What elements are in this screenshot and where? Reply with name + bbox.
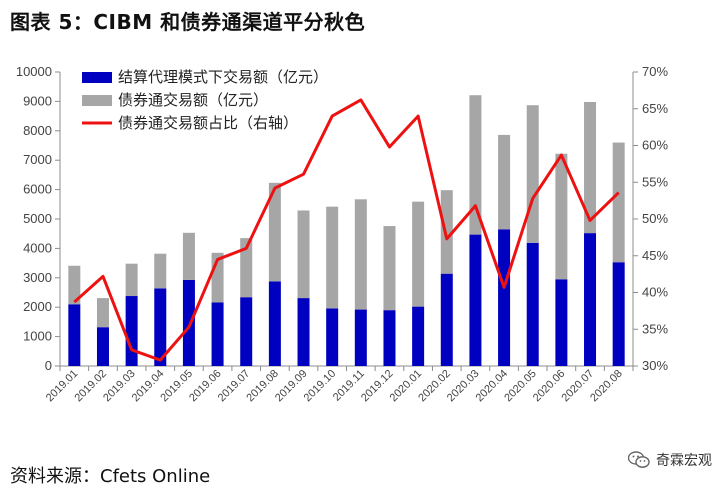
- bar-settlement-agent: [268, 281, 281, 366]
- bar-bond-connect: [383, 226, 396, 311]
- chart-legend: 结算代理模式下交易额（亿元） 债券通交易额（亿元） 债券通交易额占比（右轴）: [82, 68, 328, 132]
- source-note: 资料来源：Cfets Online: [10, 466, 211, 487]
- y-tick-label-left: 5000: [23, 211, 52, 226]
- bar-settlement-agent: [240, 297, 253, 366]
- bar-settlement-agent: [440, 273, 453, 366]
- bar-bond-connect: [125, 263, 138, 297]
- y-tick-label-left: 3000: [23, 270, 52, 285]
- bar-settlement-agent: [154, 288, 167, 366]
- bar-bond-connect: [469, 95, 482, 235]
- bar-bond-connect: [68, 265, 81, 305]
- x-tick-label: 2019.10: [302, 368, 339, 405]
- bar-bond-connect: [354, 199, 367, 310]
- bar-bond-connect: [498, 134, 511, 230]
- bar-settlement-agent: [182, 279, 195, 366]
- y-tick-label-right: 40%: [642, 285, 668, 300]
- bar-settlement-agent: [412, 306, 425, 366]
- y-tick-label-left: 10000: [16, 64, 52, 79]
- bar-settlement-agent: [584, 233, 597, 366]
- y-tick-label-left: 8000: [23, 123, 52, 138]
- y-tick-label-right: 45%: [642, 248, 668, 263]
- bar-settlement-agent: [326, 308, 339, 366]
- bar-settlement-agent: [498, 229, 511, 366]
- bar-bond-connect: [440, 190, 453, 274]
- legend-label: 结算代理模式下交易额（亿元）: [118, 68, 328, 86]
- bar-settlement-agent: [354, 309, 367, 366]
- y-tick-label-right: 65%: [642, 101, 668, 116]
- bar-settlement-agent: [211, 302, 224, 366]
- bar-bond-connect: [555, 153, 568, 280]
- figure-title: 图表 5：CIBM 和债券通渠道平分秋色: [10, 10, 366, 34]
- bar-bond-connect: [412, 201, 425, 307]
- bar-bond-connect: [297, 210, 310, 299]
- y-tick-label-left: 6000: [23, 182, 52, 197]
- brand-watermark: 奇霖宏观: [628, 450, 712, 470]
- bar-bond-connect: [612, 142, 625, 263]
- y-tick-label-left: 4000: [23, 240, 52, 255]
- legend-swatch: [82, 95, 112, 106]
- y-tick-label-right: 55%: [642, 174, 668, 189]
- bar-bond-connect: [182, 232, 195, 280]
- y-tick-label-right: 30%: [642, 358, 668, 373]
- chart-bars: [68, 95, 625, 366]
- chart-axes: 0 1000 2000 3000 4000 5000 6000 7000 8000 9000 100…: [16, 64, 669, 404]
- y-tick-label-left: 1000: [23, 329, 52, 344]
- brand-name: 奇霖宏观: [656, 453, 712, 469]
- bar-bond-connect: [96, 298, 109, 328]
- y-tick-label-right: 60%: [642, 138, 668, 153]
- y-tick-label-left: 9000: [23, 93, 52, 108]
- bar-settlement-agent: [612, 262, 625, 366]
- y-tick-label-left: 0: [45, 358, 52, 373]
- bar-bond-connect: [526, 105, 539, 243]
- bar-settlement-agent: [297, 298, 310, 366]
- bar-settlement-agent: [469, 234, 482, 366]
- bar-settlement-agent: [96, 327, 109, 366]
- bar-settlement-agent: [68, 304, 81, 366]
- legend-label: 债券通交易额占比（右轴）: [118, 114, 298, 132]
- bar-bond-connect: [584, 101, 597, 234]
- bar-settlement-agent: [555, 279, 568, 366]
- bar-bond-connect: [268, 182, 281, 282]
- y-tick-label-left: 7000: [23, 152, 52, 167]
- x-tick-label: 2020.08: [588, 368, 625, 405]
- bar-bond-connect: [326, 206, 339, 309]
- bar-settlement-agent: [125, 296, 138, 366]
- bar-settlement-agent: [526, 242, 539, 366]
- y-tick-label-right: 35%: [642, 321, 668, 336]
- chart: 0 1000 2000 3000 4000 5000 6000 7000 8000 9000 100…: [16, 64, 669, 404]
- bar-settlement-agent: [383, 310, 396, 366]
- wechat-icon: [628, 451, 650, 468]
- y-tick-label-right: 70%: [642, 64, 668, 79]
- chart-line: [73, 98, 620, 362]
- legend-label: 债券通交易额（亿元）: [118, 91, 268, 109]
- line-bond-connect-share: [73, 98, 620, 362]
- bar-bond-connect: [240, 238, 253, 298]
- bar-bond-connect: [154, 253, 167, 289]
- y-tick-label-right: 50%: [642, 211, 668, 226]
- legend-swatch: [82, 72, 112, 83]
- y-tick-label-left: 2000: [23, 299, 52, 314]
